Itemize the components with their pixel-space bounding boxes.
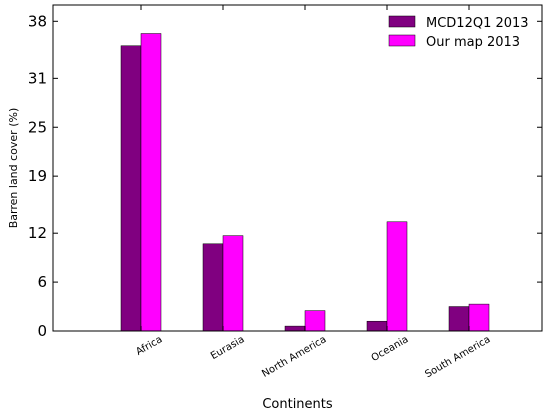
bar-ourmap-south-america xyxy=(468,303,490,332)
bar-ourmap-north-america xyxy=(304,310,326,332)
y-tick-label: 0 xyxy=(37,322,47,340)
y-tick-label: 38 xyxy=(28,12,47,30)
y-tick-label: 25 xyxy=(28,118,47,136)
x-tick-label: Oceania xyxy=(370,334,411,364)
bar-ourmap-africa xyxy=(140,33,162,332)
bar-ourmap-eurasia xyxy=(222,235,244,332)
plot-area xyxy=(120,33,490,332)
y-tick-label: 31 xyxy=(28,69,47,87)
x-tick-label: Africa xyxy=(134,334,164,358)
bar-mcd12q1-oceania xyxy=(366,320,388,332)
bar-ourmap-oceania xyxy=(386,221,408,332)
y-tick-label: 19 xyxy=(28,167,47,185)
bar-mcd12q1-africa xyxy=(120,45,142,332)
x-tick-label: Eurasia xyxy=(209,334,247,362)
bar-mcd12q1-south-america xyxy=(448,306,470,332)
y-tick-label: 12 xyxy=(28,224,47,242)
legend-swatch xyxy=(388,34,416,47)
y-axis-label: Barren land cover (%) xyxy=(7,108,20,229)
legend-label: Our map 2013 xyxy=(426,35,520,50)
bar-mcd12q1-north-america xyxy=(284,325,306,332)
x-tick-label: North America xyxy=(260,334,328,380)
x-tick-label: South America xyxy=(423,334,492,380)
legend-label: MCD12Q1 2013 xyxy=(426,16,529,31)
plot-frame xyxy=(52,4,543,332)
x-axis-label: Continents xyxy=(262,397,333,412)
legend-swatch xyxy=(388,15,416,28)
y-tick-label: 6 xyxy=(37,273,47,291)
bar-mcd12q1-eurasia xyxy=(202,243,224,332)
legend: MCD12Q1 2013 Our map 2013 xyxy=(388,15,529,50)
